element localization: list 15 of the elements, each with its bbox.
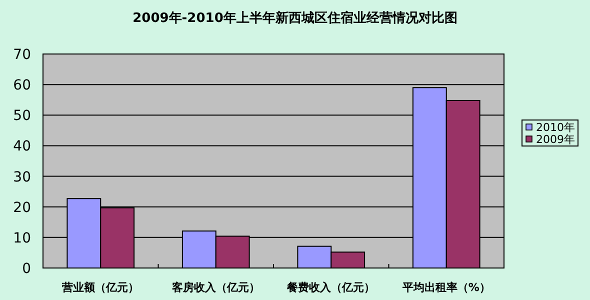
x-tick-label: 客房收入（亿元） [170, 281, 260, 294]
y-tick-label: 30 [13, 169, 31, 186]
y-tick-label: 40 [13, 138, 31, 155]
x-tick-label: 平均出租率（%） [401, 281, 490, 294]
x-tick-label: 营业额（亿元） [61, 281, 140, 294]
x-tick-label: 餐费收入（亿元） [286, 281, 376, 294]
y-tick-label: 60 [13, 78, 31, 94]
y-tick-label: 70 [13, 47, 31, 63]
legend-label: 2010年 [536, 121, 575, 134]
y-tick-label: 10 [13, 230, 31, 246]
y-tick-label: 20 [13, 200, 31, 216]
y-tick-label: 50 [13, 108, 31, 124]
chart-title: 2009年-2010年上半年新西城区住宿业经营情况对比图 [132, 10, 458, 26]
y-tick-label: 0 [22, 261, 31, 277]
legend-label: 2009年 [536, 133, 575, 146]
